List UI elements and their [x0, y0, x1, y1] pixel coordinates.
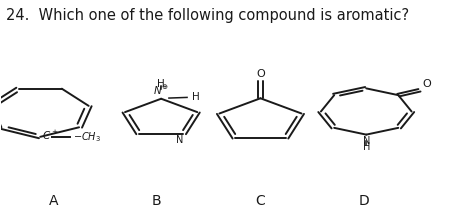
Text: O: O	[256, 69, 265, 79]
Text: N: N	[363, 136, 370, 145]
Text: H: H	[192, 92, 200, 102]
Text: $N^{\oplus}$: $N^{\oplus}$	[153, 84, 169, 97]
Text: A: A	[48, 194, 58, 209]
Text: O: O	[422, 79, 431, 89]
Text: C: C	[255, 194, 265, 209]
Text: 24.  Which one of the following compound is aromatic?: 24. Which one of the following compound …	[6, 8, 409, 23]
Text: N: N	[176, 135, 184, 145]
Text: D: D	[359, 194, 369, 209]
Text: H: H	[363, 142, 370, 152]
Text: B: B	[152, 194, 162, 209]
Text: H: H	[157, 79, 165, 89]
Text: $-CH_3$: $-CH_3$	[73, 130, 100, 144]
Text: $C^+$: $C^+$	[42, 129, 59, 142]
